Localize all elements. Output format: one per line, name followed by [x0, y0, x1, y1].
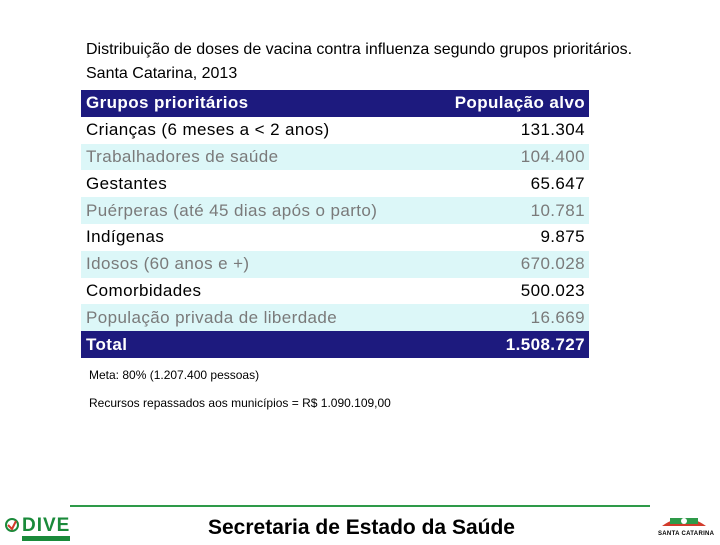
state-emblem-icon [656, 514, 712, 528]
table-row: Crianças (6 meses a < 2 anos) 131.304 [81, 116, 589, 144]
dive-logo: DIVE [0, 510, 72, 542]
row-group: Gestantes [86, 173, 168, 193]
table-row: Comorbidades 500.023 [81, 277, 589, 305]
row-group: Indígenas [86, 227, 165, 247]
row-value: 9.875 [540, 227, 585, 247]
total-label: Total [86, 334, 128, 354]
row-group: População privada de liberdade [86, 307, 338, 327]
row-value: 131.304 [520, 120, 585, 140]
table-row: Puérperas (até 45 dias após o parto) 10.… [81, 197, 589, 224]
row-group: Comorbidades [86, 280, 202, 300]
table-row: Trabalhadores de saúde 104.400 [81, 143, 589, 171]
state-logo-text: SANTA CATARINA [658, 531, 715, 537]
table-total-row: Total 1.508.727 [81, 331, 589, 358]
table-row: População privada de liberdade 16.669 [81, 304, 589, 332]
row-value: 104.400 [520, 146, 585, 166]
goal-note: Meta: 80% (1.207.400 pessoas) [89, 368, 260, 382]
santa-catarina-logo: SANTA CATARINA [652, 510, 716, 540]
row-value: 16.669 [530, 307, 585, 327]
table-row: Gestantes 65.647 [81, 170, 589, 198]
row-group: Puérperas (até 45 dias após o parto) [86, 200, 378, 220]
total-value: 1.508.727 [505, 334, 585, 354]
funding-note: Recursos repassados aos municípios = R$ … [89, 396, 391, 410]
dive-mark-icon [5, 518, 19, 532]
table-row: Indígenas 9.875 [81, 223, 589, 251]
row-group: Idosos (60 anos e +) [86, 254, 250, 274]
footer-divider [70, 505, 650, 507]
row-value: 500.023 [520, 280, 585, 300]
header-groups: Grupos prioritários [86, 93, 249, 113]
row-value: 10.781 [530, 200, 585, 220]
footer-title: Secretaria de Estado da Saúde [208, 516, 515, 539]
row-value: 670.028 [520, 254, 585, 274]
slide-title: Distribuição de doses de vacina contra i… [86, 41, 633, 82]
priority-groups-table: Grupos prioritários População alvo Crian… [81, 90, 589, 358]
header-target-population: População alvo [454, 93, 585, 113]
dive-logo-text: DIVE [22, 515, 71, 536]
row-group: Crianças (6 meses a < 2 anos) [86, 120, 330, 140]
row-value: 65.647 [530, 173, 585, 193]
dive-logo-stripe [22, 536, 70, 541]
table-header-row: Grupos prioritários População alvo [81, 90, 589, 117]
row-group: Trabalhadores de saúde [86, 146, 279, 166]
table-row: Idosos (60 anos e +) 670.028 [81, 250, 589, 278]
